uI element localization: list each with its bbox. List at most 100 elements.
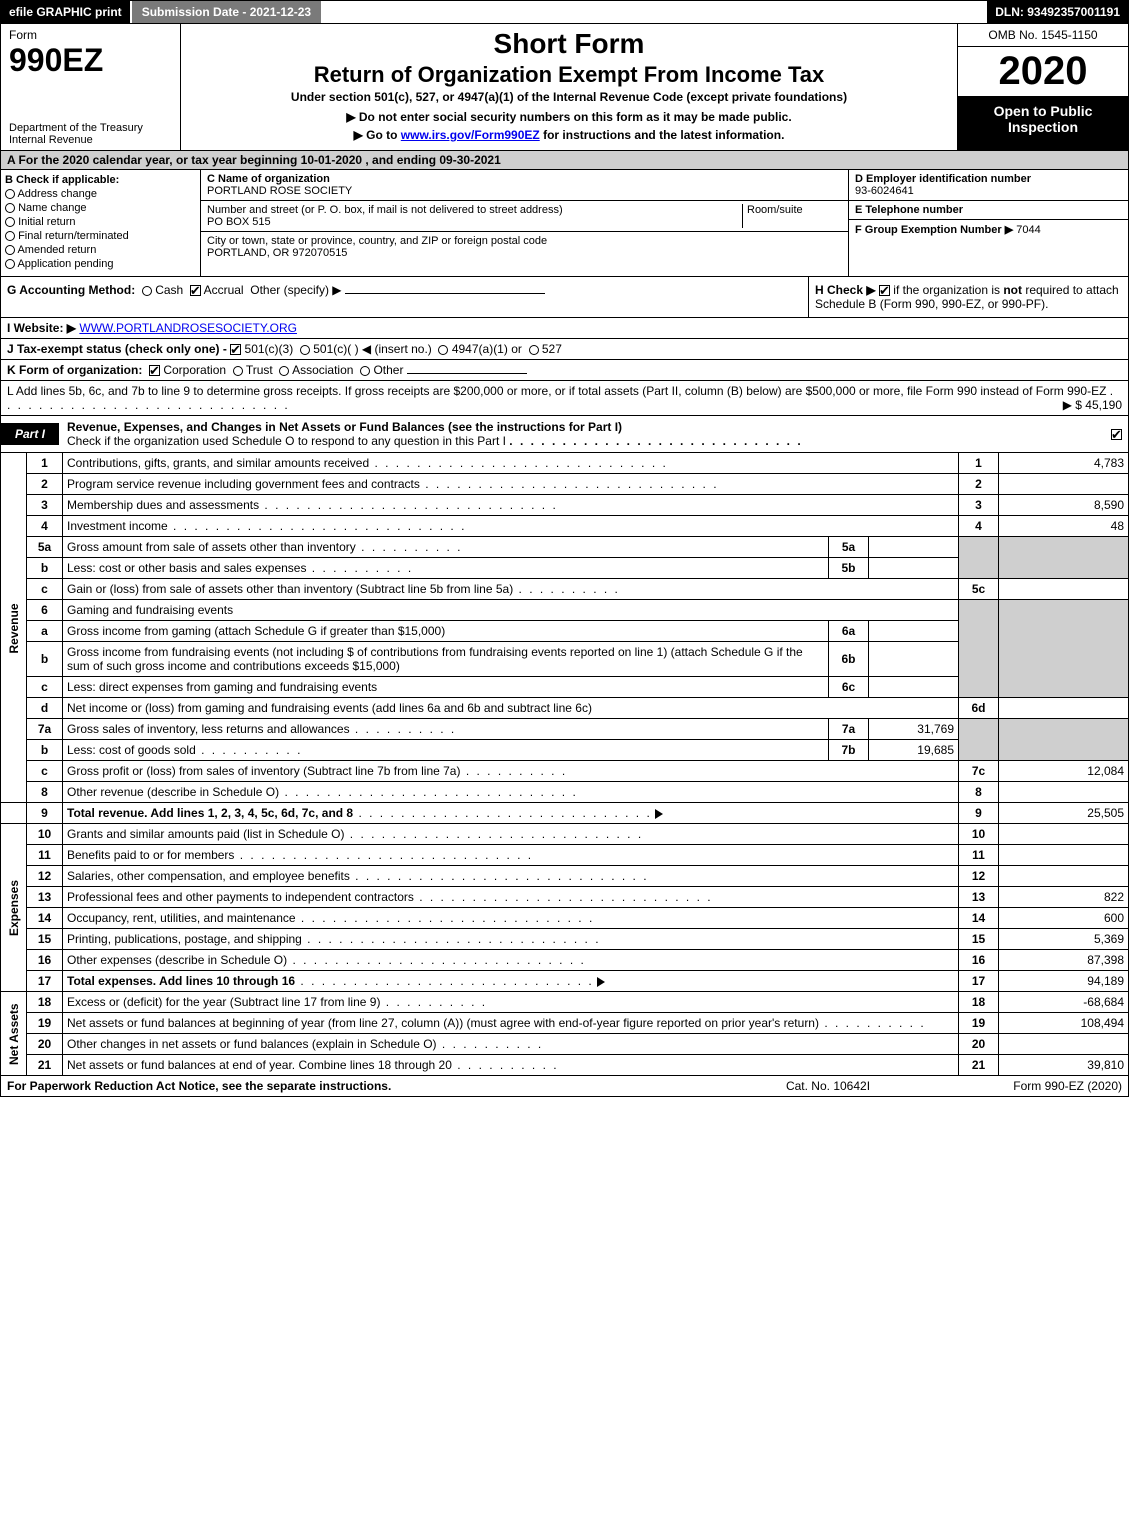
c-address-row: Number and street (or P. O. box, if mail… xyxy=(201,201,848,232)
g-block: G Accounting Method: Cash Accrual Other … xyxy=(1,277,808,317)
j-527-radio[interactable] xyxy=(529,345,539,355)
d-block: D Employer identification number 93-6024… xyxy=(849,170,1128,201)
c-name-value: PORTLAND ROSE SOCIETY xyxy=(207,185,842,197)
h-block: H Check ▶ if the organization is not req… xyxy=(808,277,1128,317)
col-c: C Name of organization PORTLAND ROSE SOC… xyxy=(201,170,848,276)
c-addr-value: PO BOX 515 xyxy=(207,216,742,228)
col-b: B Check if applicable: Address change Na… xyxy=(1,170,201,276)
row-1: Revenue 1 Contributions, gifts, grants, … xyxy=(1,453,1129,474)
efile-label[interactable]: efile GRAPHIC print xyxy=(1,1,130,23)
h-label-a: H Check ▶ xyxy=(815,283,876,297)
row-17: 17 Total expenses. Add lines 10 through … xyxy=(1,971,1129,992)
row-14: 14 Occupancy, rent, utilities, and maint… xyxy=(1,908,1129,929)
arrow-icon xyxy=(597,977,605,987)
row-12: 12 Salaries, other compensation, and emp… xyxy=(1,866,1129,887)
part-i-table: Revenue 1 Contributions, gifts, grants, … xyxy=(0,453,1129,1076)
f-value: 7044 xyxy=(1016,224,1040,236)
row-a-tax-year: A For the 2020 calendar year, or tax yea… xyxy=(0,151,1129,170)
side-netassets: Net Assets xyxy=(1,992,27,1076)
form-header: Form 990EZ Department of the Treasury In… xyxy=(0,24,1129,151)
row-6d: d Net income or (loss) from gaming and f… xyxy=(1,698,1129,719)
note-goto-pre: ▶ Go to xyxy=(354,128,401,142)
k-assoc-radio[interactable] xyxy=(279,366,289,376)
g-cash-radio[interactable] xyxy=(142,286,152,296)
form-number: 990EZ xyxy=(9,42,172,79)
l-gross-receipts-row: L Add lines 5b, 6c, and 7b to line 9 to … xyxy=(0,381,1129,416)
note-goto: ▶ Go to www.irs.gov/Form990EZ for instru… xyxy=(187,128,951,142)
part-i-title: Revenue, Expenses, and Changes in Net As… xyxy=(59,416,1105,452)
j-tax-exempt-row: J Tax-exempt status (check only one) - 5… xyxy=(0,339,1129,360)
row-15: 15 Printing, publications, postage, and … xyxy=(1,929,1129,950)
c-name-row: C Name of organization PORTLAND ROSE SOC… xyxy=(201,170,848,201)
row-5a: 5a Gross amount from sale of assets othe… xyxy=(1,537,1129,558)
g-other-input[interactable] xyxy=(345,293,545,294)
i-label: I Website: ▶ xyxy=(7,321,76,335)
i-website-row: I Website: ▶ WWW.PORTLANDROSESOCIETY.ORG xyxy=(0,318,1129,339)
header-right: OMB No. 1545-1150 2020 Open to Public In… xyxy=(958,24,1128,150)
row-16: 16 Other expenses (describe in Schedule … xyxy=(1,950,1129,971)
g-accrual-check[interactable] xyxy=(190,285,201,296)
c-city-row: City or town, state or province, country… xyxy=(201,232,848,262)
row-6: 6 Gaming and fundraising events xyxy=(1,600,1129,621)
j-501c-radio[interactable] xyxy=(300,345,310,355)
note-goto-post: for instructions and the latest informat… xyxy=(540,128,785,142)
row-8: 8 Other revenue (describe in Schedule O)… xyxy=(1,782,1129,803)
k-trust-radio[interactable] xyxy=(233,366,243,376)
row-10: Expenses 10 Grants and similar amounts p… xyxy=(1,824,1129,845)
row-5c: c Gain or (loss) from sale of assets oth… xyxy=(1,579,1129,600)
bcdef-block: B Check if applicable: Address change Na… xyxy=(0,170,1129,277)
part-i-sub: Check if the organization used Schedule … xyxy=(67,434,506,448)
j-4947-radio[interactable] xyxy=(438,345,448,355)
irs-link[interactable]: www.irs.gov/Form990EZ xyxy=(401,128,540,142)
j-501c3-check[interactable] xyxy=(230,344,241,355)
website-link[interactable]: WWW.PORTLANDROSESOCIETY.ORG xyxy=(79,321,297,335)
d-label: D Employer identification number xyxy=(855,173,1122,185)
form-word: Form xyxy=(9,28,172,42)
dots-icon xyxy=(509,434,802,448)
open-to-public: Open to Public Inspection xyxy=(958,97,1128,150)
footer-cat-no: Cat. No. 10642I xyxy=(728,1076,928,1096)
footer: For Paperwork Reduction Act Notice, see … xyxy=(0,1076,1129,1097)
cb-address-change[interactable]: Address change xyxy=(5,188,196,200)
f-block: F Group Exemption Number ▶ 7044 xyxy=(849,220,1128,276)
k-label: K Form of organization: xyxy=(7,363,142,377)
part-i-label: Part I xyxy=(1,423,59,445)
g-label: G Accounting Method: xyxy=(7,283,135,297)
k-form-org-row: K Form of organization: Corporation Trus… xyxy=(0,360,1129,381)
g-other-label: Other (specify) ▶ xyxy=(250,283,341,297)
e-label: E Telephone number xyxy=(855,204,1122,216)
note-ssn: ▶ Do not enter social security numbers o… xyxy=(187,110,951,124)
cb-final-return[interactable]: Final return/terminated xyxy=(5,230,196,242)
k-corp-check[interactable] xyxy=(149,365,160,376)
part-i-checkbox[interactable] xyxy=(1111,429,1122,440)
row-19: 19 Net assets or fund balances at beginn… xyxy=(1,1013,1129,1034)
cb-initial-return[interactable]: Initial return xyxy=(5,216,196,228)
row-9: 9 Total revenue. Add lines 1, 2, 3, 4, 5… xyxy=(1,803,1129,824)
cb-application-pending[interactable]: Application pending xyxy=(5,258,196,270)
submission-date-button[interactable]: Submission Date - 2021-12-23 xyxy=(130,1,321,23)
row-7a: 7a Gross sales of inventory, less return… xyxy=(1,719,1129,740)
row-11: 11 Benefits paid to or for members 11 xyxy=(1,845,1129,866)
h-not: not xyxy=(1003,283,1022,297)
k-other-input[interactable] xyxy=(407,373,527,374)
h-label-b: if the organization is xyxy=(893,283,1003,297)
topbar-spacer xyxy=(321,1,987,23)
title-short-form: Short Form xyxy=(187,28,951,60)
top-bar: efile GRAPHIC print Submission Date - 20… xyxy=(0,0,1129,24)
row-21: 21 Net assets or fund balances at end of… xyxy=(1,1055,1129,1076)
cb-amended-return[interactable]: Amended return xyxy=(5,244,196,256)
col-def: D Employer identification number 93-6024… xyxy=(848,170,1128,276)
l-text: L Add lines 5b, 6c, and 7b to line 9 to … xyxy=(7,384,1106,398)
c-addr-label: Number and street (or P. O. box, if mail… xyxy=(207,204,742,216)
footer-left: For Paperwork Reduction Act Notice, see … xyxy=(1,1076,728,1096)
header-center: Short Form Return of Organization Exempt… xyxy=(181,24,958,150)
part-i-header: Part I Revenue, Expenses, and Changes in… xyxy=(0,416,1129,453)
header-subtitle: Under section 501(c), 527, or 4947(a)(1)… xyxy=(187,90,951,104)
k-other-radio[interactable] xyxy=(360,366,370,376)
c-room-label: Room/suite xyxy=(742,204,842,228)
h-checkbox[interactable] xyxy=(879,285,890,296)
b-label: B Check if applicable: xyxy=(5,174,196,186)
cb-name-change[interactable]: Name change xyxy=(5,202,196,214)
row-13: 13 Professional fees and other payments … xyxy=(1,887,1129,908)
tax-year: 2020 xyxy=(958,47,1128,97)
